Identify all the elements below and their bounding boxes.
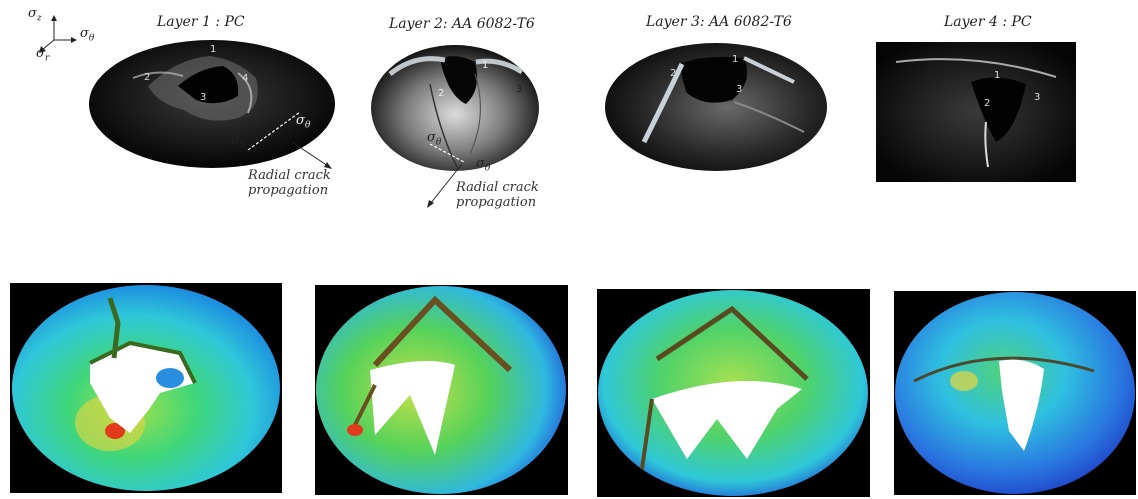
simulation-layer2 [315,285,568,495]
sigma-theta-label: σθ [80,26,95,44]
photo1-petal-4: 4 [242,73,248,84]
photo1-petal-3: 3 [200,92,206,103]
simulation-layer1 [10,283,282,493]
photo4-petal-3: 3 [1034,92,1040,103]
photo-layer2: 1 2 3 [370,44,540,172]
photo2-sigma-theta-a: σθ [427,130,442,148]
photo-layer3: 1 2 3 [604,42,828,172]
simulation-layer4 [894,291,1136,495]
photo2-petal-2: 2 [438,88,444,99]
photo4-petal-2: 2 [984,98,990,109]
photo-layer4: 1 2 3 [876,42,1076,182]
photo1-petal-1: 1 [210,44,216,55]
photo-title-layer1: Layer 1 : PC [157,14,245,30]
photo1-sigma-theta-a: σθ [231,133,246,151]
photo1-radial-arrow [291,141,332,169]
photo2-radial-label: Radial crack propagation [456,180,539,210]
photo4-petal-1: 1 [994,70,1000,81]
photo-title-layer4: Layer 4 : PC [944,14,1032,30]
photo1-radial-line2: propagation [248,183,329,198]
photo2-sigma-theta-b: σθ [476,156,491,174]
photo1-sigma-theta-b: σθ [296,113,311,131]
photo-title-layer3: Layer 3: AA 6082-T6 [646,14,792,30]
sigma-r-label: σr [36,46,50,64]
photo-layer1: 1 2 3 4 [88,38,336,170]
axis-triad: σz σθ σr [22,6,102,64]
photo3-petal-2: 2 [670,68,676,79]
photo2-radial-line1: Radial crack [456,180,539,195]
photo-title-layer2: Layer 2: AA 6082-T6 [389,16,535,32]
photo1-radial-line1: Radial crack [248,168,331,183]
photo3-petal-1: 1 [732,54,738,65]
axis-arrows [39,15,77,53]
photo1-petal-2: 2 [144,72,150,83]
sigma-z-label: σz [28,6,42,24]
photo2-radial-arrow [427,163,463,208]
simulation-layer3 [597,289,870,497]
photo3-petal-3: 3 [736,84,742,95]
photo1-radial-label: Radial crack propagation [248,168,331,198]
photo2-radial-line2: propagation [456,195,537,210]
photo2-petal-3: 3 [516,84,522,95]
photo2-petal-1: 1 [482,60,488,71]
